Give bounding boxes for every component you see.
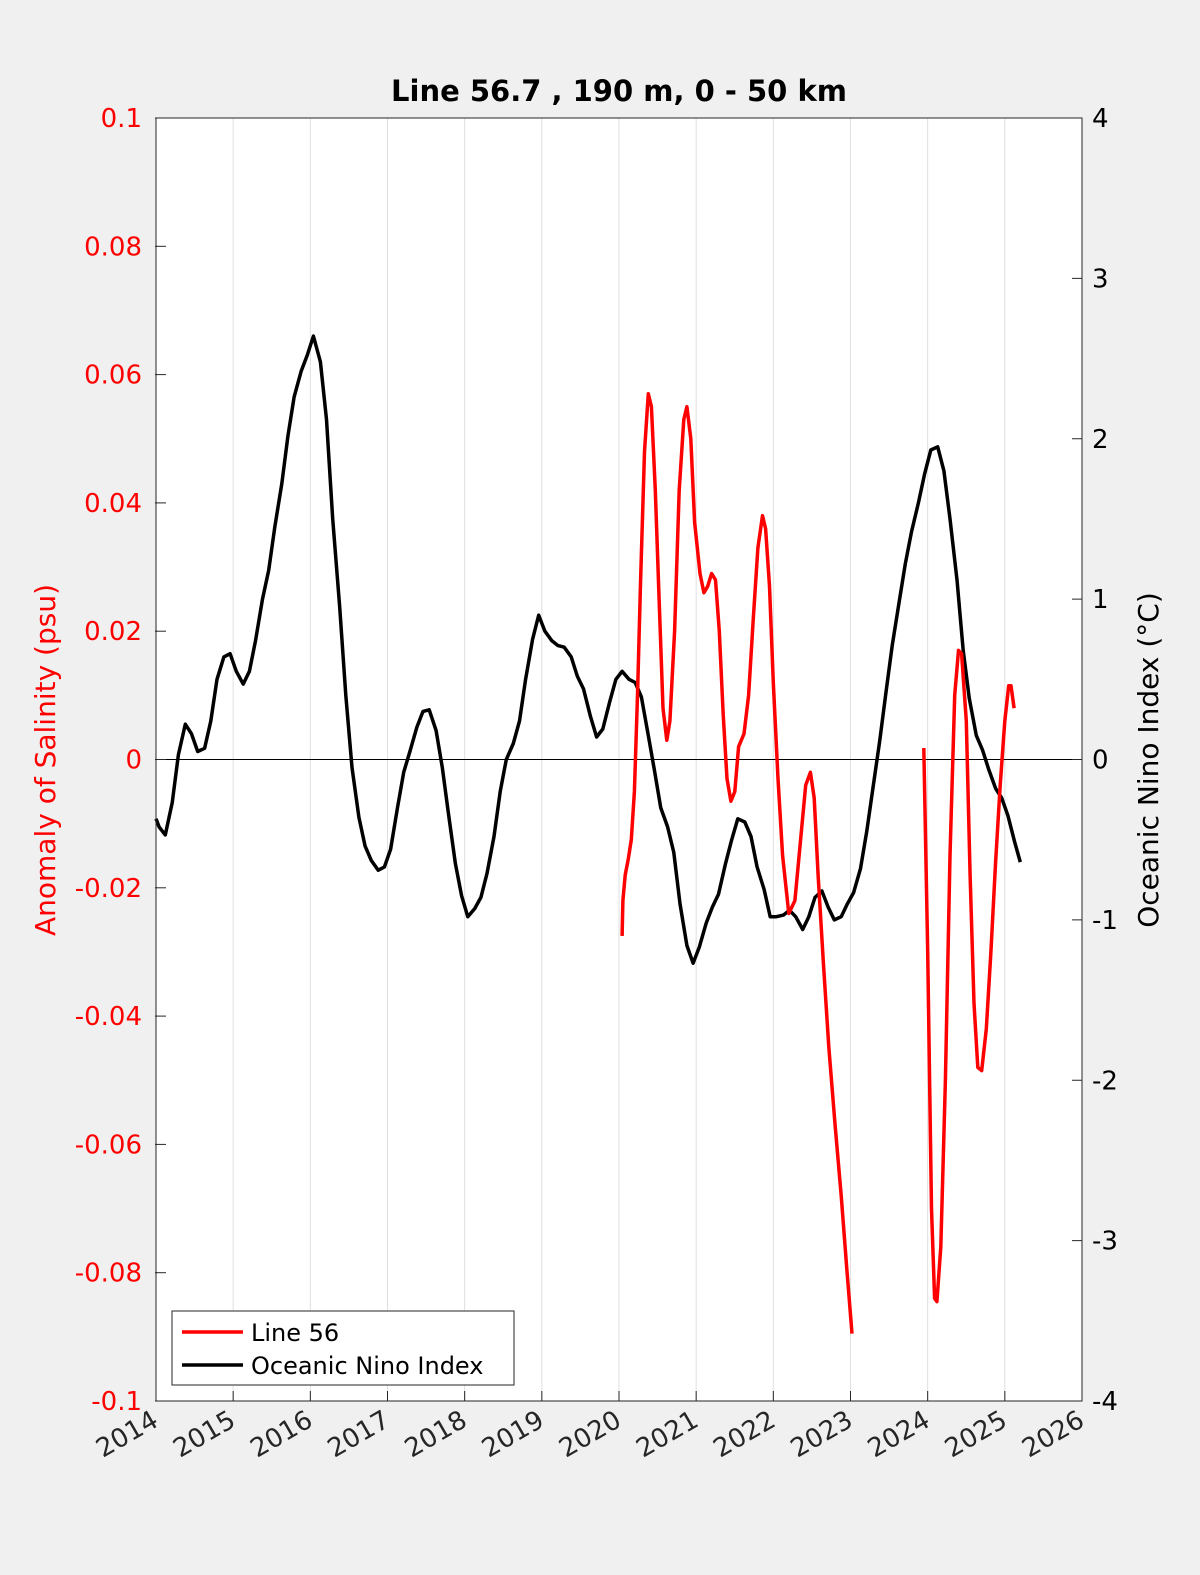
legend-label-oni: Oceanic Nino Index <box>251 1352 483 1380</box>
x-tick-label: 2022 <box>709 1405 781 1464</box>
y-left-tick-label: 0.02 <box>84 617 142 647</box>
y-left-tick-label: -0.02 <box>75 874 142 904</box>
y-right-tick-label: -4 <box>1092 1387 1118 1417</box>
y-left-tick-label: -0.06 <box>75 1130 142 1160</box>
legend-label-salinity: Line 56 <box>251 1319 339 1347</box>
y-right-tick-label: 0 <box>1092 746 1109 776</box>
x-tick-label: 2023 <box>786 1405 858 1464</box>
y-left-tick-label: 0.04 <box>84 489 142 519</box>
y-left-tick-label: 0.1 <box>101 104 142 134</box>
y-axis-right: 4 3 2 1 0 -1 -2 -3 -4 <box>1072 104 1118 1417</box>
y-right-tick-label: 2 <box>1092 425 1109 455</box>
x-tick-label: 2017 <box>323 1405 395 1464</box>
y-axis-left: 0.1 0.08 0.06 0.04 0.02 0 -0.02 -0.04 -0.06 -0.08… <box>75 104 166 1417</box>
y-left-tick-label: 0.06 <box>84 361 142 391</box>
y-left-tick-label: -0.08 <box>75 1259 142 1289</box>
y-left-tick-label: -0.04 <box>75 1002 142 1032</box>
y-right-tick-label: -3 <box>1092 1227 1118 1257</box>
y-axis-right-label: Oceanic Nino Index (°C) <box>1132 592 1165 928</box>
y-left-tick-label: 0 <box>125 746 142 776</box>
x-tick-label: 2018 <box>400 1405 472 1464</box>
y-right-tick-label: 4 <box>1092 104 1109 134</box>
y-right-tick-label: 3 <box>1092 264 1109 294</box>
x-tick-label: 2019 <box>477 1405 549 1464</box>
chart-title: Line 56.7 , 190 m, 0 - 50 km <box>391 74 847 108</box>
legend: Line 56 Oceanic Nino Index <box>171 1310 515 1386</box>
y-left-tick-label: 0.08 <box>84 232 142 262</box>
x-tick-label: 2024 <box>863 1405 935 1464</box>
y-right-tick-label: 1 <box>1092 585 1109 615</box>
x-tick-label: 2021 <box>631 1405 703 1464</box>
salinity-line <box>620 392 854 1334</box>
x-tick-label: 2015 <box>168 1405 240 1464</box>
salinity-line <box>922 648 1016 1304</box>
x-tick-label: 2016 <box>246 1405 318 1464</box>
x-axis: 2014 2015 2016 2017 2018 2019 2020 2021 2022 2023… <box>91 1391 1090 1464</box>
y-right-tick-label: -2 <box>1092 1066 1118 1096</box>
x-tick-label: 2025 <box>940 1405 1012 1464</box>
x-tick-label: 2026 <box>1017 1405 1089 1464</box>
y-right-tick-label: -1 <box>1092 906 1118 936</box>
y-axis-left-label: Anomaly of Salinity (psu) <box>29 584 62 936</box>
oni-line <box>154 334 1022 965</box>
legend-box <box>171 1310 515 1386</box>
x-tick-label: 2020 <box>554 1405 626 1464</box>
y-left-tick-label: -0.1 <box>91 1387 142 1417</box>
series-layer <box>154 334 1022 1334</box>
